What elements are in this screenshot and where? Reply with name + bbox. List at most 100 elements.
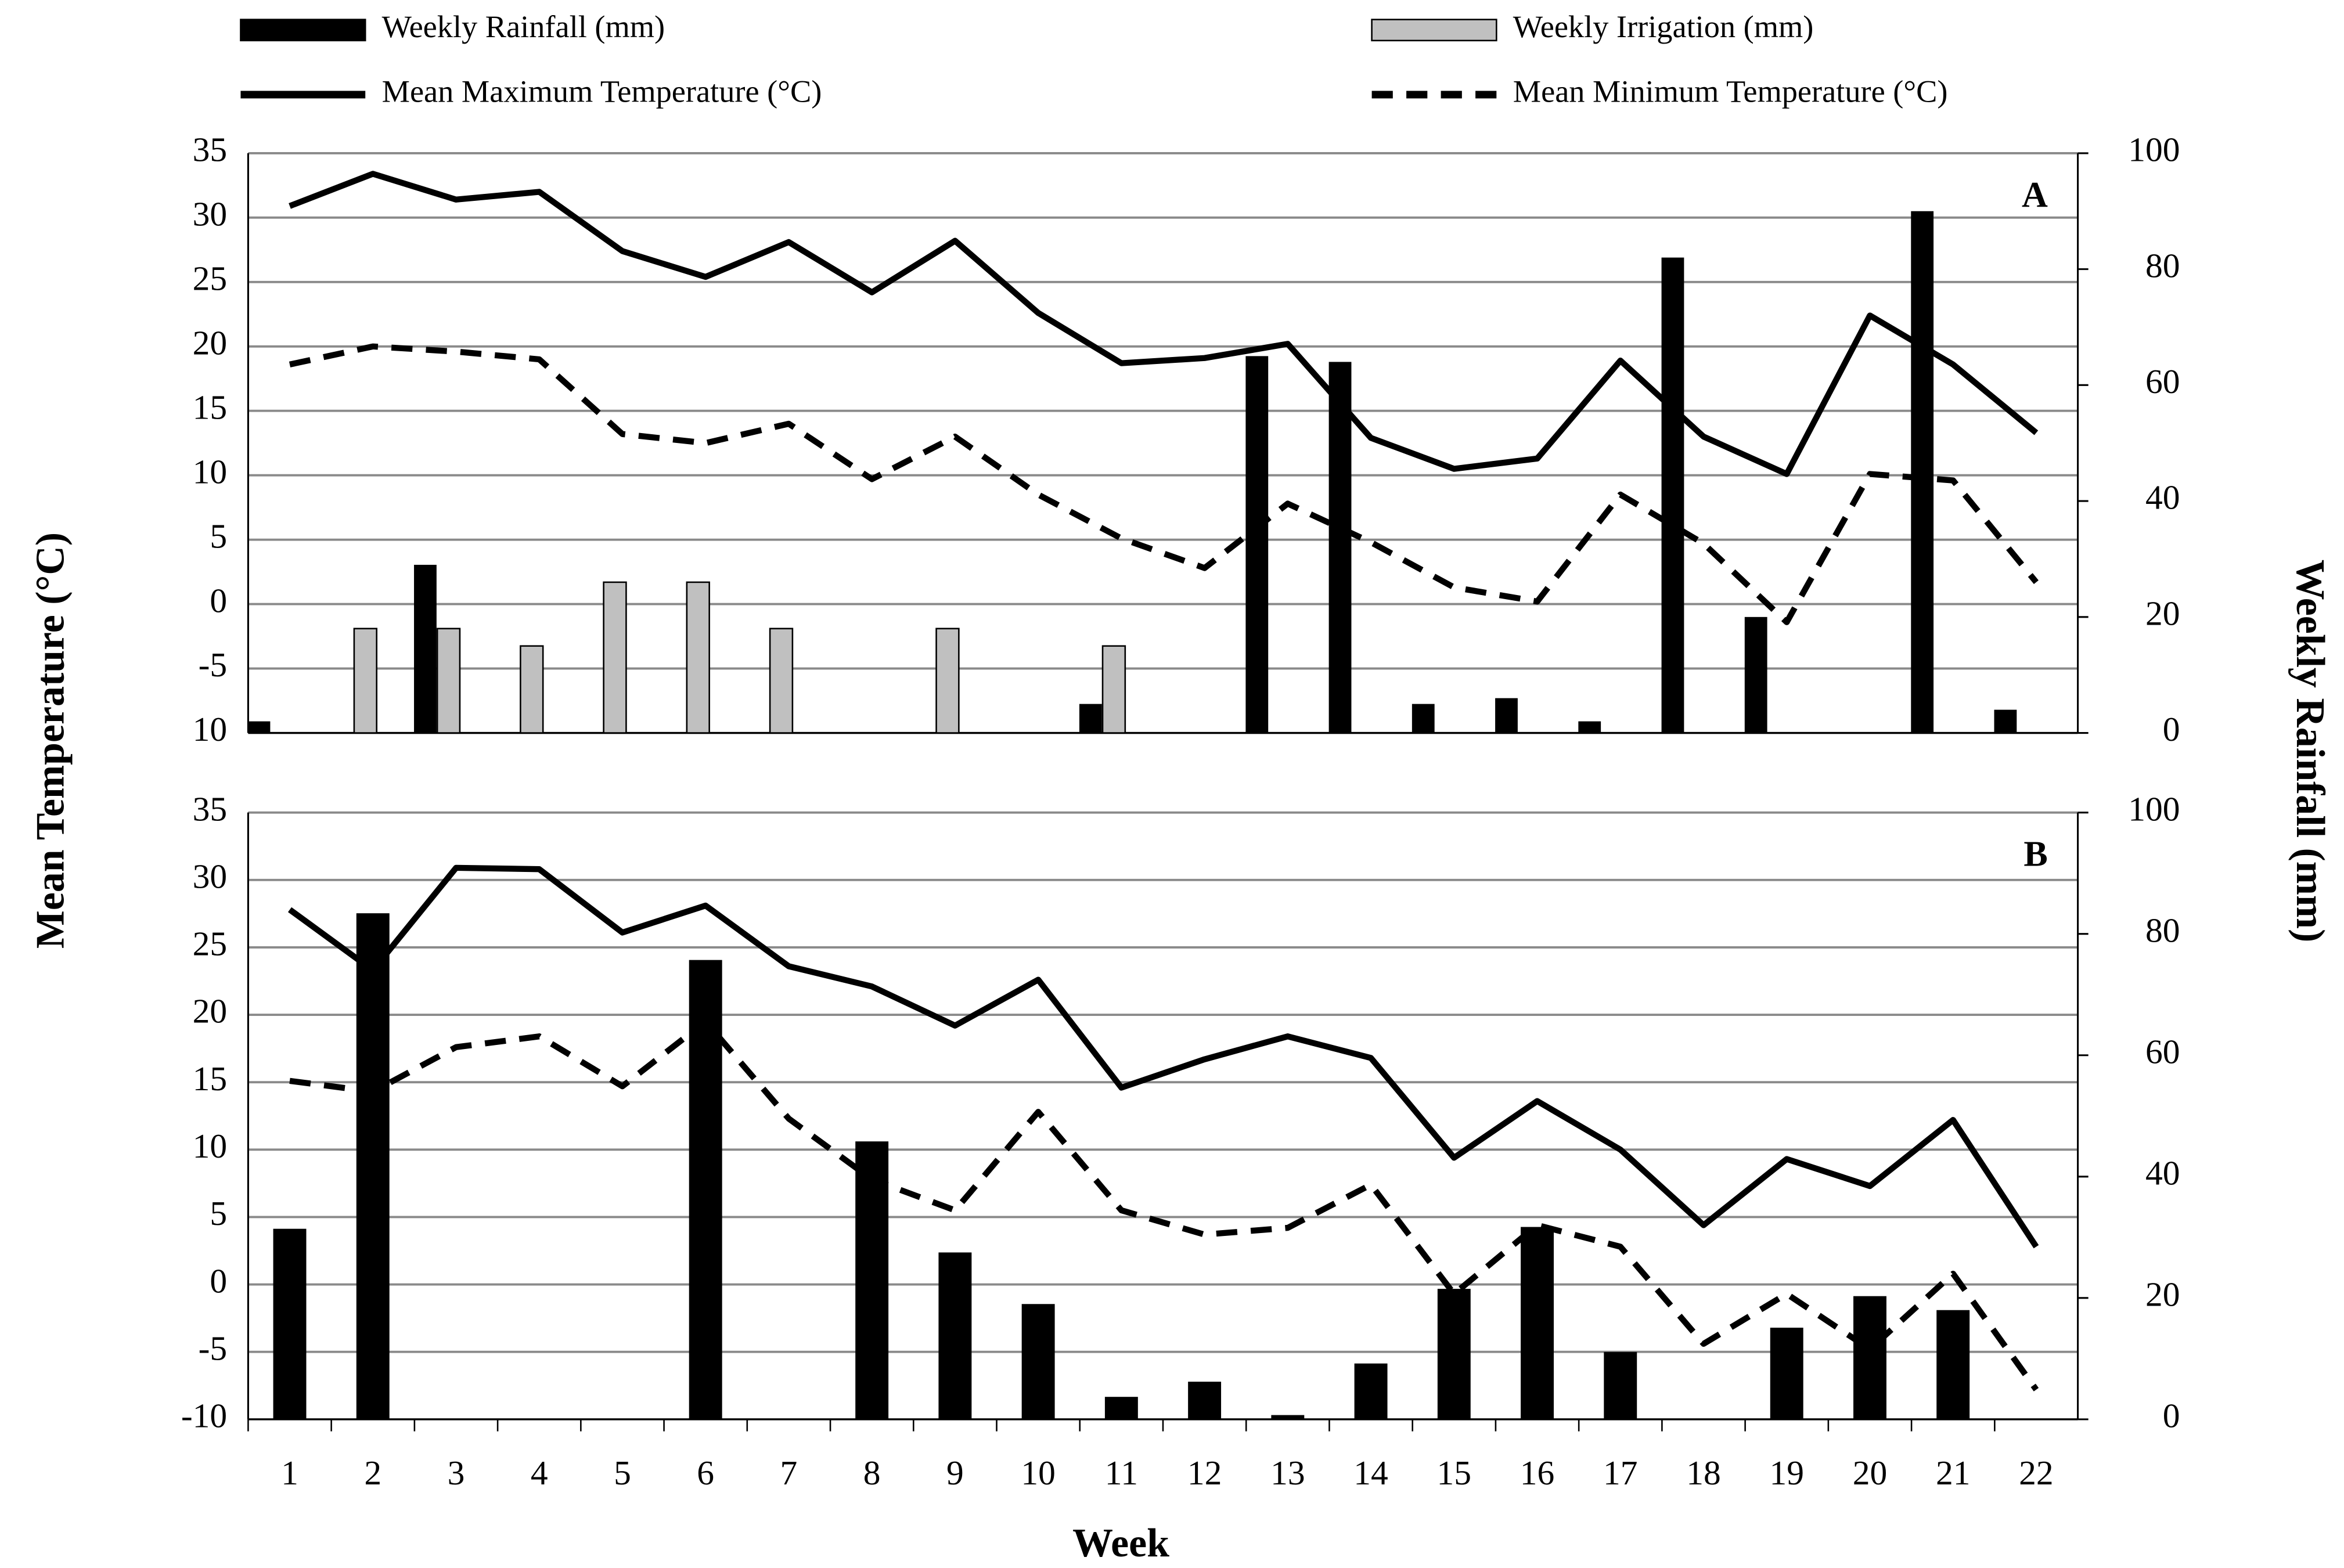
x-tick-label: 20 <box>1853 1454 1888 1492</box>
y-tick-label: 25 <box>193 925 228 963</box>
y2-tick-label: 40 <box>2145 478 2180 517</box>
y2-tick-label: 0 <box>2163 710 2180 748</box>
legend-label: Mean Minimum Temperature (°C) <box>1513 74 1948 109</box>
x-tick-label: 10 <box>1021 1454 1056 1492</box>
bar <box>1328 362 1352 733</box>
bar <box>769 628 794 734</box>
x-tick-label: 2 <box>364 1454 381 1492</box>
y2-tick-label: 100 <box>2128 790 2180 828</box>
bar <box>855 1141 889 1419</box>
y-tick-label: 15 <box>193 1059 228 1098</box>
y-tick-label: 30 <box>193 195 228 233</box>
x-tick-label: 9 <box>946 1454 964 1492</box>
legend-label: Weekly Rainfall (mm) <box>382 9 665 44</box>
bar <box>689 960 722 1419</box>
y-tick-label: -5 <box>199 646 228 684</box>
legend-swatch <box>240 19 366 42</box>
bar <box>1104 1397 1138 1419</box>
y-tick-label: 20 <box>193 323 228 362</box>
x-tick-label: 17 <box>1603 1454 1638 1492</box>
bar <box>1911 211 1934 733</box>
bar <box>1853 1296 1886 1419</box>
x-tick-label: 14 <box>1353 1454 1388 1492</box>
line <box>287 864 2039 1249</box>
y-tick-label: 0 <box>210 1261 227 1300</box>
y-tick-label: 35 <box>193 790 228 828</box>
bar <box>938 1252 972 1419</box>
bar <box>1188 1382 1222 1419</box>
x-tick-label: 12 <box>1187 1454 1222 1492</box>
bar <box>1744 617 1767 733</box>
bar <box>1245 356 1269 733</box>
bar <box>247 721 271 733</box>
panel-label: B <box>2023 835 2047 874</box>
legend-label: Mean Maximum Temperature (°C) <box>382 74 822 109</box>
bar <box>1079 704 1102 733</box>
x-tick-label: 3 <box>448 1454 465 1492</box>
bar <box>1936 1310 1970 1419</box>
bar <box>436 628 461 734</box>
x-tick-label: 15 <box>1437 1454 1472 1492</box>
y-tick-label: 0 <box>210 581 227 619</box>
y2-tick-label: 20 <box>2145 1275 2180 1313</box>
bar <box>414 564 437 733</box>
y-tick-label: 10 <box>193 710 228 748</box>
bar <box>1271 1415 1305 1419</box>
x-tick-label: 18 <box>1686 1454 1721 1492</box>
bar <box>1437 1289 1471 1419</box>
y2-tick-label: 60 <box>2145 362 2180 401</box>
bar <box>1578 721 1601 733</box>
x-tick-label: 5 <box>614 1454 631 1492</box>
y2-tick-label: 60 <box>2145 1032 2180 1070</box>
legend-label: Weekly Irrigation (mm) <box>1513 9 1814 44</box>
y2-tick-label: 100 <box>2128 131 2180 169</box>
y-axis-title: Mean Temperature (°C) <box>28 532 73 949</box>
legend-swatch <box>1371 19 1497 42</box>
line <box>289 171 2039 477</box>
y-tick-label: 5 <box>210 517 227 555</box>
y2-tick-label: 20 <box>2145 594 2180 632</box>
x-axis-title: Week <box>1072 1521 1169 1566</box>
y-tick-label: 25 <box>193 259 228 297</box>
bar <box>1412 704 1435 733</box>
y2-tick-label: 80 <box>2145 911 2180 949</box>
bar <box>1604 1351 1637 1419</box>
x-tick-label: 11 <box>1105 1454 1138 1492</box>
x-tick-label: 19 <box>1769 1454 1804 1492</box>
y-tick-label: -5 <box>199 1329 228 1367</box>
y-tick-label: 5 <box>210 1194 227 1232</box>
x-tick-label: 1 <box>281 1454 298 1492</box>
y2-tick-label: 80 <box>2145 246 2180 284</box>
x-tick-label: 8 <box>863 1454 881 1492</box>
y2-tick-label: 40 <box>2145 1154 2180 1192</box>
x-tick-label: 7 <box>780 1454 798 1492</box>
x-tick-label: 22 <box>2019 1454 2054 1492</box>
line <box>289 1018 2039 1392</box>
y-tick-label: -10 <box>181 1397 227 1435</box>
bar <box>603 581 627 734</box>
bar <box>356 913 390 1419</box>
y-tick-label: 10 <box>193 1127 228 1165</box>
bar <box>1521 1227 1554 1419</box>
line <box>289 343 2039 625</box>
bar <box>1354 1363 1388 1419</box>
bar <box>353 628 378 734</box>
bar <box>1770 1328 1803 1419</box>
y-tick-label: 10 <box>193 452 228 491</box>
x-tick-label: 16 <box>1520 1454 1555 1492</box>
x-tick-label: 21 <box>1936 1454 1971 1492</box>
bar <box>935 628 960 734</box>
y-tick-label: 15 <box>193 388 228 426</box>
bar <box>1101 645 1126 734</box>
panel-label: A <box>2022 175 2048 215</box>
bar <box>1495 698 1518 733</box>
x-tick-label: 13 <box>1270 1454 1305 1492</box>
bar <box>520 645 544 734</box>
y-tick-label: 20 <box>193 992 228 1030</box>
bar <box>1021 1304 1055 1419</box>
y2-axis-title: Weekly Rainfall (mm) <box>2288 560 2332 943</box>
x-tick-label: 6 <box>697 1454 714 1492</box>
